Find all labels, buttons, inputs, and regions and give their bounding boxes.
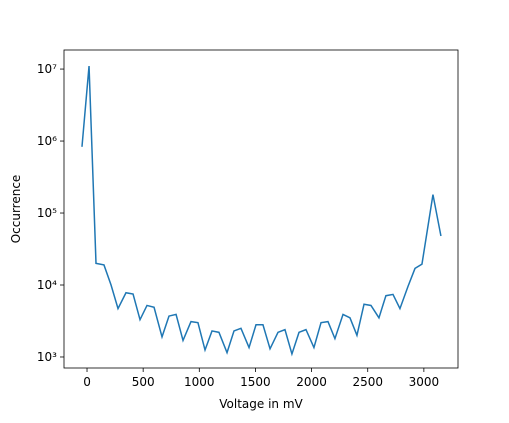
x-tick-label: 3000 [409, 375, 440, 389]
x-axis-label: Voltage in mV [219, 397, 303, 411]
x-tick-label: 500 [132, 375, 155, 389]
x-tick-label: 0 [83, 375, 91, 389]
x-tick-label: 1000 [184, 375, 215, 389]
data-line [81, 66, 442, 357]
y-tick-label: 10⁷ [37, 62, 57, 76]
y-tick-label: 10⁵ [37, 206, 57, 220]
x-tick-label: 2500 [352, 375, 383, 389]
y-tick-label: 10³ [37, 350, 57, 364]
x-tick-label: 2000 [296, 375, 327, 389]
y-tick-label: 10⁶ [37, 134, 57, 148]
y-axis-label: Occurrence [9, 175, 23, 244]
y-tick-label: 10⁴ [37, 278, 57, 292]
plot-frame [63, 49, 459, 369]
x-tick-label: 1500 [240, 375, 271, 389]
